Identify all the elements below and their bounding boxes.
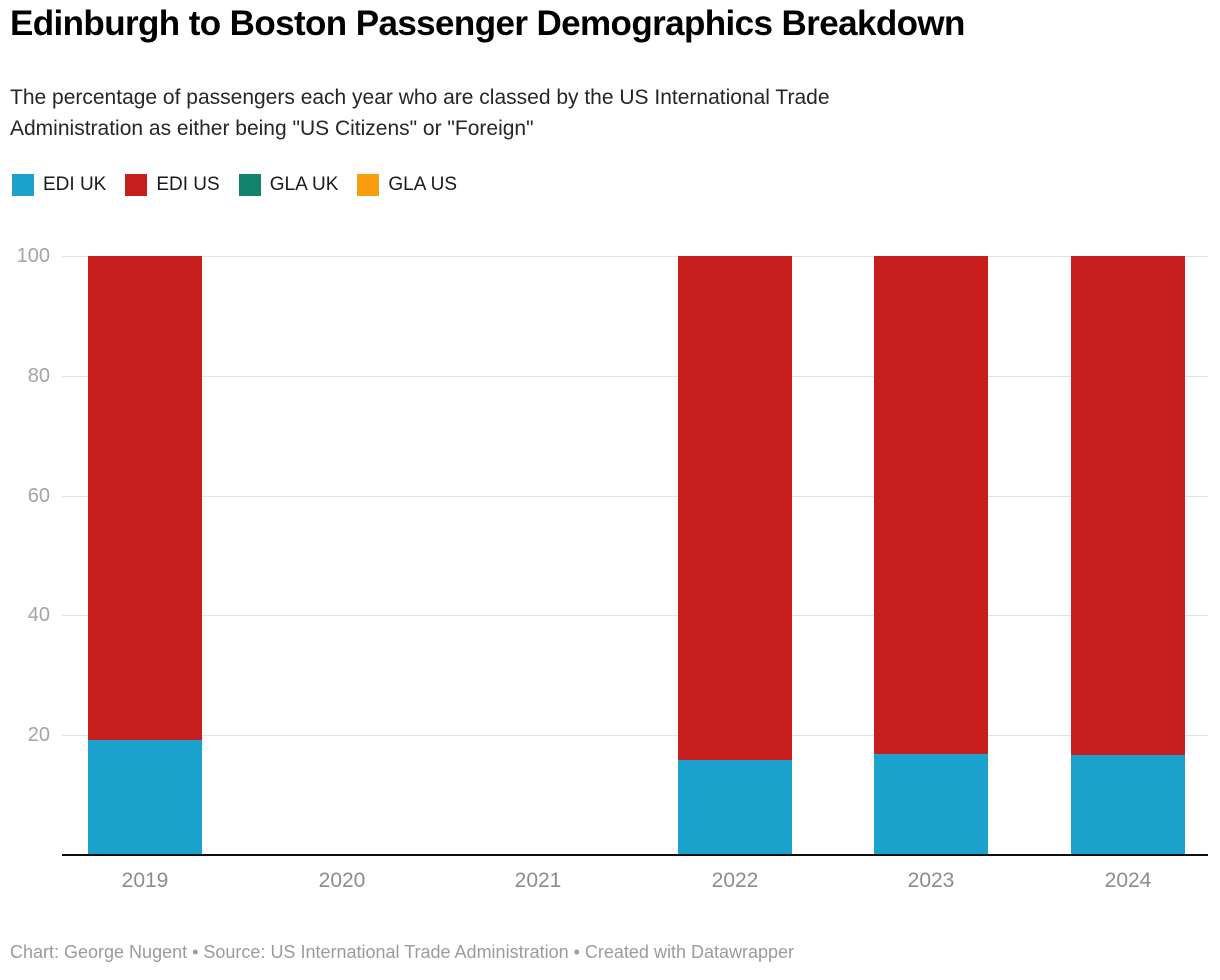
gridline-y-80: [62, 376, 1208, 377]
legend-item-gla-uk: GLA UK: [238, 174, 339, 196]
legend-item-edi-uk: EDI UK: [12, 174, 106, 196]
bar-segment-edi-us-2022[interactable]: [678, 256, 792, 760]
bar-segment-edi-uk-2019[interactable]: [88, 740, 202, 855]
x-axis-label-2023: 2023: [907, 869, 955, 892]
x-axis-label-2022: 2022: [711, 869, 759, 892]
chart-subtitle: The percentage of passengers each year w…: [10, 86, 830, 140]
y-axis-tick-label: 20: [27, 724, 50, 746]
footer-credit: Chart: George Nugent • Source: US Intern…: [10, 942, 795, 962]
legend-item-edi-us: EDI US: [125, 174, 220, 196]
legend-label: GLA UK: [269, 174, 339, 195]
legend-swatch-icon: [125, 174, 148, 196]
legend-swatch-icon: [238, 174, 261, 196]
legend: EDI UK EDI US GLA UK GLA US: [12, 172, 457, 198]
y-axis-tick-label: 60: [27, 485, 50, 507]
y-axis-tick-label: 40: [27, 604, 50, 626]
legend-label: GLA US: [388, 174, 458, 195]
bar-segment-edi-us-2023[interactable]: [874, 256, 988, 754]
gridline-y-100: [62, 256, 1208, 257]
y-axis-tick-label: 100: [16, 245, 50, 267]
bar-segment-edi-uk-2024[interactable]: [1071, 755, 1185, 855]
gridline-y-40: [62, 615, 1208, 616]
bar-segment-edi-uk-2023[interactable]: [874, 754, 988, 855]
x-axis-baseline: [62, 854, 1208, 856]
legend-swatch-icon: [357, 174, 380, 196]
x-axis-label-2024: 2024: [1104, 869, 1152, 892]
bar-segment-edi-uk-2022[interactable]: [678, 760, 792, 855]
legend-label: EDI US: [156, 174, 220, 195]
bar-segment-edi-us-2024[interactable]: [1071, 256, 1185, 755]
x-axis-label-2019: 2019: [121, 869, 169, 892]
x-axis-label-2020: 2020: [318, 869, 366, 892]
gridline-y-60: [62, 496, 1208, 497]
legend-label: EDI UK: [43, 174, 107, 195]
legend-item-gla-us: GLA US: [357, 174, 457, 196]
bar-segment-edi-us-2019[interactable]: [88, 256, 202, 740]
y-axis-tick-label: 80: [27, 365, 50, 387]
legend-swatch-icon: [12, 174, 34, 196]
chart-title: Edinburgh to Boston Passenger Demographi…: [10, 4, 965, 43]
gridline-y-20: [62, 735, 1208, 736]
x-axis-label-2021: 2021: [514, 869, 562, 892]
